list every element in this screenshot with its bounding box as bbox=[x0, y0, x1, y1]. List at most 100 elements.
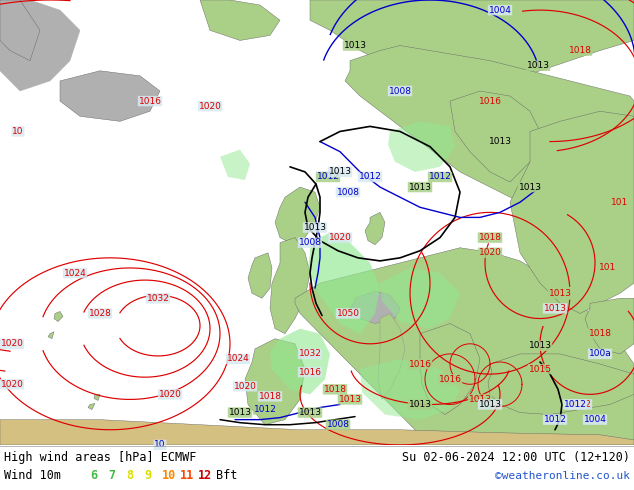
Polygon shape bbox=[585, 298, 634, 354]
Text: 101: 101 bbox=[599, 264, 617, 272]
Text: 1013: 1013 bbox=[344, 41, 366, 50]
Polygon shape bbox=[308, 233, 380, 334]
Text: 1020: 1020 bbox=[1, 380, 23, 389]
Polygon shape bbox=[295, 248, 634, 445]
Text: 1008: 1008 bbox=[327, 420, 349, 429]
Polygon shape bbox=[200, 0, 280, 41]
Text: 1013: 1013 bbox=[526, 61, 550, 70]
Polygon shape bbox=[0, 0, 80, 91]
Text: 1032: 1032 bbox=[299, 349, 321, 358]
Polygon shape bbox=[365, 212, 385, 245]
Text: 1008: 1008 bbox=[299, 238, 321, 247]
Text: 1020: 1020 bbox=[328, 233, 351, 242]
Text: 1018: 1018 bbox=[569, 46, 592, 55]
Text: 6: 6 bbox=[90, 469, 97, 482]
Text: 1012: 1012 bbox=[429, 172, 451, 181]
Polygon shape bbox=[360, 359, 460, 419]
Text: 1016: 1016 bbox=[299, 368, 321, 377]
Text: 1004: 1004 bbox=[583, 415, 607, 424]
Text: 11: 11 bbox=[180, 469, 194, 482]
Text: 1013: 1013 bbox=[299, 408, 321, 417]
Polygon shape bbox=[48, 332, 54, 339]
Text: 1013: 1013 bbox=[328, 168, 351, 176]
Polygon shape bbox=[248, 253, 272, 298]
Text: 1028: 1028 bbox=[89, 309, 112, 318]
Text: Su 02-06-2024 12:00 UTC (12+120): Su 02-06-2024 12:00 UTC (12+120) bbox=[402, 451, 630, 464]
Polygon shape bbox=[510, 111, 634, 314]
Polygon shape bbox=[450, 91, 540, 182]
Text: 1008: 1008 bbox=[337, 188, 359, 196]
Text: 7: 7 bbox=[108, 469, 115, 482]
Text: 1004: 1004 bbox=[489, 5, 512, 15]
Polygon shape bbox=[380, 268, 460, 329]
Text: 1024: 1024 bbox=[226, 354, 249, 364]
Text: 1012: 1012 bbox=[543, 415, 566, 424]
Text: 1016: 1016 bbox=[439, 375, 462, 384]
Polygon shape bbox=[245, 339, 305, 425]
Text: 1013: 1013 bbox=[519, 183, 541, 192]
Text: 1050: 1050 bbox=[337, 309, 359, 318]
Text: 1020: 1020 bbox=[198, 101, 221, 111]
Text: 1012: 1012 bbox=[316, 172, 339, 181]
Text: 1013: 1013 bbox=[529, 342, 552, 350]
Text: ©weatheronline.co.uk: ©weatheronline.co.uk bbox=[495, 470, 630, 481]
Text: 1012: 1012 bbox=[569, 400, 592, 409]
Text: 10: 10 bbox=[154, 441, 165, 449]
Text: 1020: 1020 bbox=[479, 248, 501, 257]
Polygon shape bbox=[54, 312, 63, 321]
Text: 1013: 1013 bbox=[228, 408, 252, 417]
Polygon shape bbox=[275, 187, 320, 243]
Text: 1016: 1016 bbox=[479, 97, 501, 106]
Text: 101: 101 bbox=[611, 198, 629, 207]
Polygon shape bbox=[220, 149, 250, 180]
Text: 1013: 1013 bbox=[479, 400, 501, 409]
Polygon shape bbox=[350, 291, 400, 323]
Text: 1016: 1016 bbox=[138, 97, 162, 106]
Polygon shape bbox=[488, 354, 634, 415]
Text: 1013: 1013 bbox=[548, 289, 571, 298]
Text: 1015: 1015 bbox=[529, 365, 552, 373]
Text: 1012: 1012 bbox=[359, 172, 382, 181]
Polygon shape bbox=[0, 419, 634, 445]
Polygon shape bbox=[94, 394, 100, 400]
Text: 1013: 1013 bbox=[408, 400, 432, 409]
Text: 1013: 1013 bbox=[469, 395, 491, 404]
Text: Wind 10m: Wind 10m bbox=[4, 469, 61, 482]
Text: 1013: 1013 bbox=[339, 395, 361, 404]
Text: 1020: 1020 bbox=[233, 382, 256, 391]
Polygon shape bbox=[0, 0, 40, 61]
Text: 8: 8 bbox=[126, 469, 133, 482]
Text: 1020: 1020 bbox=[158, 390, 181, 399]
Text: 1013: 1013 bbox=[489, 137, 512, 146]
Text: 1013: 1013 bbox=[304, 223, 327, 232]
Polygon shape bbox=[420, 323, 480, 415]
Text: 1018: 1018 bbox=[323, 385, 347, 394]
Polygon shape bbox=[388, 122, 455, 172]
Text: 1018: 1018 bbox=[588, 329, 612, 338]
Text: 1018: 1018 bbox=[259, 392, 281, 401]
Text: 1024: 1024 bbox=[63, 269, 86, 277]
Text: 9: 9 bbox=[144, 469, 151, 482]
Text: Bft: Bft bbox=[216, 469, 237, 482]
Text: 1018: 1018 bbox=[479, 233, 501, 242]
Polygon shape bbox=[310, 0, 634, 101]
Text: 1013: 1013 bbox=[408, 183, 432, 192]
Polygon shape bbox=[345, 46, 634, 227]
Text: 1012: 1012 bbox=[254, 405, 276, 414]
Text: 12: 12 bbox=[198, 469, 212, 482]
Text: 10: 10 bbox=[12, 127, 23, 136]
Text: 1012: 1012 bbox=[564, 400, 586, 409]
Text: 10: 10 bbox=[162, 469, 176, 482]
Text: 1016: 1016 bbox=[408, 360, 432, 368]
Text: 1020: 1020 bbox=[1, 339, 23, 348]
Text: High wind areas [hPa] ECMWF: High wind areas [hPa] ECMWF bbox=[4, 451, 197, 464]
Polygon shape bbox=[88, 403, 95, 410]
Text: 100a: 100a bbox=[588, 349, 611, 358]
Polygon shape bbox=[270, 329, 330, 394]
Text: 1008: 1008 bbox=[389, 87, 411, 96]
Polygon shape bbox=[60, 71, 160, 122]
Text: 1032: 1032 bbox=[146, 294, 169, 303]
Polygon shape bbox=[378, 314, 405, 399]
Text: 1013: 1013 bbox=[543, 304, 567, 313]
Polygon shape bbox=[270, 238, 310, 334]
